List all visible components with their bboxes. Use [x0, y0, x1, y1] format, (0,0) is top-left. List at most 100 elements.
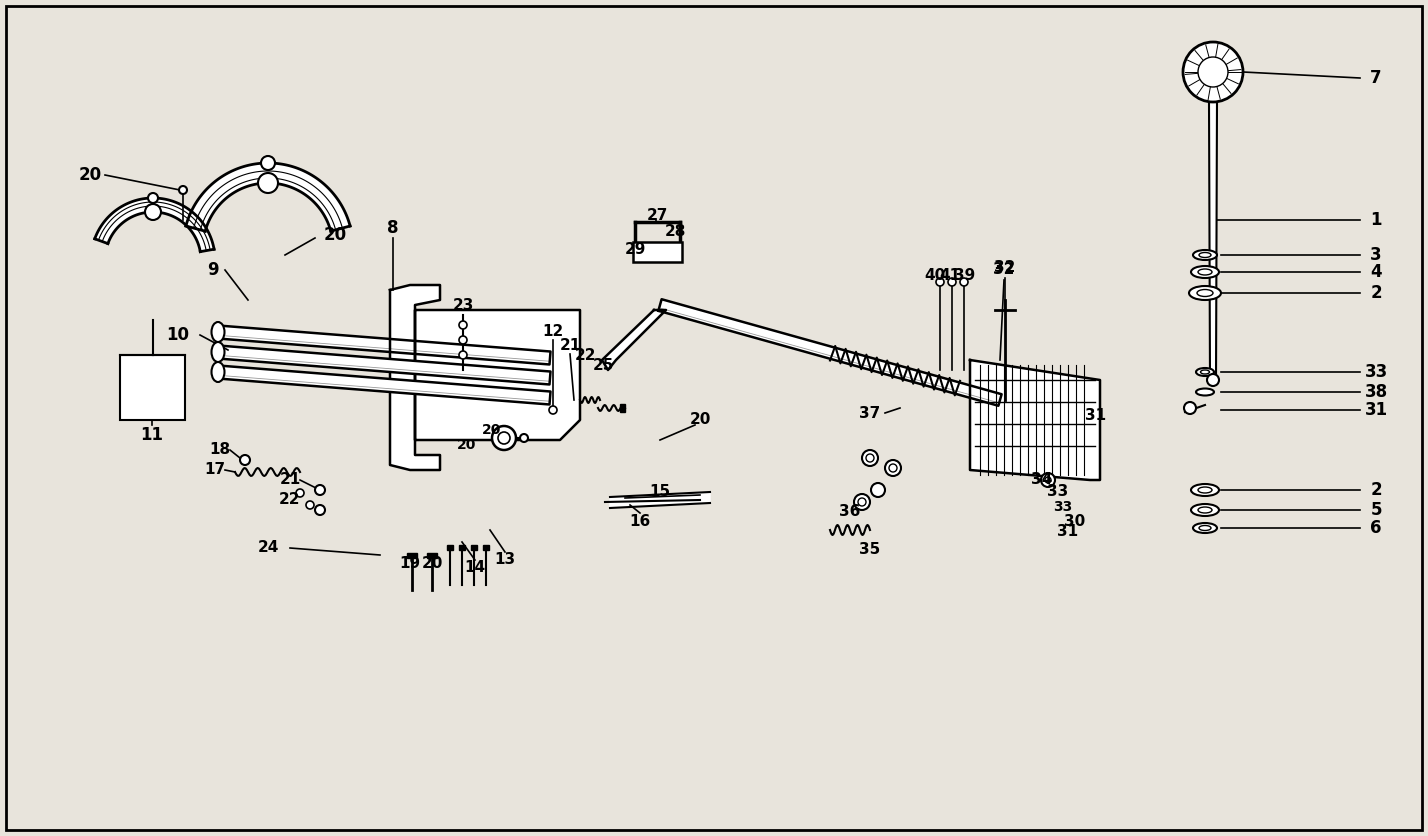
Text: 39: 39: [954, 268, 975, 283]
Text: 38: 38: [1364, 383, 1388, 401]
Ellipse shape: [1192, 250, 1217, 260]
Ellipse shape: [1197, 368, 1214, 376]
Circle shape: [871, 483, 885, 497]
Circle shape: [1184, 402, 1197, 414]
Text: 1: 1: [1371, 211, 1382, 229]
Polygon shape: [217, 365, 551, 405]
Text: 8: 8: [387, 219, 398, 237]
Polygon shape: [620, 404, 625, 412]
Text: 20: 20: [483, 423, 501, 437]
Circle shape: [863, 450, 878, 466]
Circle shape: [948, 278, 955, 286]
Circle shape: [240, 455, 250, 465]
Ellipse shape: [1200, 526, 1211, 531]
Circle shape: [316, 485, 326, 495]
Text: 21: 21: [280, 472, 301, 487]
Polygon shape: [390, 285, 580, 470]
Ellipse shape: [1198, 487, 1212, 493]
Text: 20: 20: [457, 438, 477, 452]
Circle shape: [493, 426, 516, 450]
Text: 28: 28: [664, 225, 685, 239]
Text: 33: 33: [1364, 363, 1388, 381]
Text: 33: 33: [1054, 500, 1072, 514]
Text: 11: 11: [140, 426, 163, 444]
Circle shape: [458, 351, 467, 359]
Text: 30: 30: [1064, 514, 1085, 529]
Text: 20: 20: [79, 166, 101, 184]
Polygon shape: [483, 545, 488, 550]
Text: 23: 23: [453, 298, 474, 313]
Text: 32: 32: [994, 263, 1015, 278]
Text: 16: 16: [630, 514, 651, 529]
Ellipse shape: [1190, 286, 1221, 300]
Ellipse shape: [211, 322, 224, 342]
Circle shape: [885, 460, 901, 476]
Text: 4: 4: [1371, 263, 1382, 281]
Text: 41: 41: [940, 268, 961, 283]
Text: 35: 35: [860, 543, 881, 558]
Circle shape: [935, 278, 944, 286]
Ellipse shape: [1197, 289, 1212, 297]
Circle shape: [858, 498, 865, 506]
Polygon shape: [407, 553, 417, 558]
Circle shape: [458, 321, 467, 329]
Text: 2: 2: [1371, 481, 1382, 499]
Text: 21: 21: [560, 338, 581, 353]
Text: 17: 17: [204, 462, 226, 477]
Text: 7: 7: [1371, 69, 1382, 87]
Circle shape: [520, 434, 528, 442]
Polygon shape: [970, 360, 1100, 480]
Polygon shape: [610, 492, 710, 508]
Text: 10: 10: [167, 326, 190, 344]
Polygon shape: [217, 345, 551, 385]
Polygon shape: [217, 325, 551, 364]
Polygon shape: [447, 545, 453, 550]
Circle shape: [149, 193, 159, 203]
Text: 37: 37: [860, 405, 881, 421]
Circle shape: [1182, 42, 1242, 102]
Text: 15: 15: [650, 485, 671, 499]
Text: 33: 33: [1047, 485, 1068, 499]
Polygon shape: [94, 198, 214, 252]
Text: 25: 25: [593, 358, 614, 373]
Text: 34: 34: [1031, 472, 1052, 487]
Text: 40: 40: [924, 268, 945, 283]
Circle shape: [1045, 477, 1051, 483]
Ellipse shape: [1198, 269, 1212, 275]
Text: 19: 19: [400, 555, 421, 570]
Polygon shape: [186, 163, 350, 232]
Ellipse shape: [211, 342, 224, 362]
Text: 18: 18: [210, 442, 230, 457]
Circle shape: [548, 406, 557, 414]
Text: 27: 27: [647, 207, 668, 222]
Text: 36: 36: [840, 504, 861, 519]
Text: 9: 9: [207, 261, 218, 279]
Text: 29: 29: [624, 242, 645, 257]
Ellipse shape: [1198, 507, 1212, 513]
Circle shape: [1041, 473, 1055, 487]
Circle shape: [960, 278, 968, 286]
Polygon shape: [1210, 102, 1217, 380]
Polygon shape: [603, 310, 665, 370]
Text: 31: 31: [1085, 407, 1107, 422]
Circle shape: [258, 173, 278, 193]
Ellipse shape: [1191, 266, 1220, 278]
Polygon shape: [658, 299, 1001, 405]
Text: 3: 3: [1371, 246, 1382, 264]
Circle shape: [1198, 57, 1228, 87]
Circle shape: [296, 489, 304, 497]
Text: 6: 6: [1371, 519, 1382, 537]
Text: 22: 22: [280, 492, 301, 507]
Text: 2: 2: [1371, 284, 1382, 302]
Text: 20: 20: [421, 555, 443, 570]
Text: 31: 31: [1058, 524, 1078, 539]
Bar: [120, 355, 186, 420]
Ellipse shape: [1197, 389, 1214, 395]
Circle shape: [178, 186, 187, 194]
Polygon shape: [458, 545, 466, 550]
Ellipse shape: [1191, 504, 1220, 516]
Circle shape: [261, 156, 276, 170]
Polygon shape: [471, 545, 477, 550]
Polygon shape: [427, 553, 437, 558]
Circle shape: [1207, 374, 1220, 386]
